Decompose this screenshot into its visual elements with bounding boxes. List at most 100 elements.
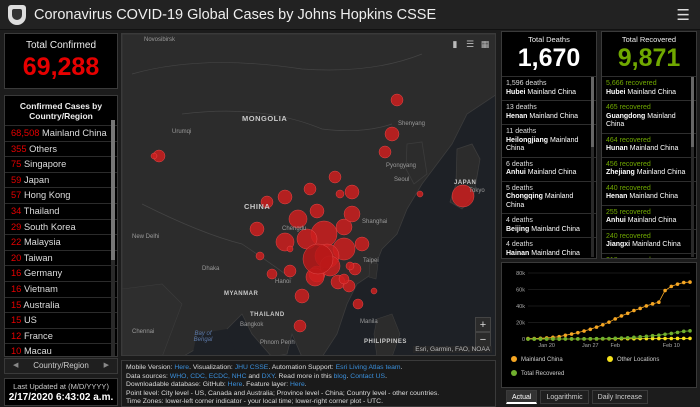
jhu-csse-link[interactable]: JHU CSSE <box>234 364 269 371</box>
case-bubble[interactable] <box>390 93 404 107</box>
dxy-link[interactable]: DXY <box>261 372 275 380</box>
list-icon[interactable]: ☰ <box>465 39 475 49</box>
recovered-list-item[interactable]: 240 recovered Jiangxi Mainland China <box>602 228 696 253</box>
country-list-scrollbar[interactable] <box>111 120 115 356</box>
recovered-list-item[interactable]: 255 recovered Anhui Mainland China <box>602 204 696 229</box>
mobile-version-link[interactable]: Here <box>174 364 190 371</box>
country-list-item[interactable]: 16 Germany <box>5 265 117 281</box>
deaths-list-item[interactable]: 5 deaths Chongqing Mainland China <box>502 180 596 214</box>
recovered-list-item[interactable]: 464 recovered Hunan Mainland China <box>602 132 696 157</box>
prev-arrow-icon[interactable]: ◀ <box>13 362 19 369</box>
recovered-list-scrollbar[interactable] <box>691 77 694 257</box>
case-bubble[interactable] <box>352 298 364 310</box>
case-bubble[interactable] <box>277 189 293 205</box>
data-sources-links[interactable]: WHO, CDC, ECDC, NHC <box>169 372 247 380</box>
case-bubble[interactable] <box>309 203 325 219</box>
case-bubble[interactable] <box>293 319 307 333</box>
deaths-item-place: Heilongjiang Mainland China <box>506 137 578 153</box>
deaths-list-scrollbar[interactable] <box>591 77 594 257</box>
contact-us-link[interactable]: Contact US <box>350 372 386 380</box>
menu-icon[interactable]: ☰ <box>676 7 690 24</box>
scrollbar-thumb[interactable] <box>691 77 694 147</box>
case-bubble[interactable] <box>286 245 294 253</box>
recovered-list-item[interactable]: 440 recovered Henan Mainland China <box>602 180 696 205</box>
case-bubble[interactable] <box>378 145 392 159</box>
case-bubble[interactable] <box>294 288 310 304</box>
case-bubble[interactable] <box>335 189 345 199</box>
case-bubble[interactable] <box>303 182 317 196</box>
case-bubble[interactable] <box>335 218 353 236</box>
deaths-list-item[interactable]: 1,596 deaths Hubei Mainland China <box>502 76 596 100</box>
case-bubble[interactable] <box>370 287 378 295</box>
country-list-item[interactable]: 12 France <box>5 327 117 344</box>
last-updated-label: Last Updated at (M/D/YYYY) <box>13 382 109 391</box>
esri-living-atlas-link[interactable]: Esri Living Atlas team <box>335 364 401 371</box>
country-list-item[interactable]: 355 Others <box>5 140 117 157</box>
case-bubble[interactable] <box>344 184 360 200</box>
case-bubble[interactable] <box>345 261 355 271</box>
country-list-item[interactable]: 15 Australia <box>5 296 117 313</box>
map-view[interactable]: Novosibirsk Urumqi MONGOLIA Shenyang Pyo… <box>121 33 496 356</box>
country-list-item[interactable]: 20 Taiwan <box>5 249 117 266</box>
zoom-out-button[interactable]: − <box>475 332 491 347</box>
github-link[interactable]: Here <box>227 381 243 389</box>
case-bubble[interactable] <box>384 126 400 142</box>
recovered-item-place: Guangdong Mainland China <box>606 113 676 129</box>
tab-logarithmic[interactable]: Logarithmic <box>540 390 589 404</box>
country-list-item[interactable]: 57 Hong Kong <box>5 187 117 203</box>
country-list-item[interactable]: 34 Thailand <box>5 202 117 219</box>
country-name: Germany <box>23 268 63 279</box>
case-bubble[interactable] <box>266 268 278 280</box>
case-bubble[interactable] <box>255 251 265 261</box>
tab-actual[interactable]: Actual <box>506 390 538 404</box>
map-label-chengdu: Chengdu <box>282 226 307 232</box>
deaths-list-item[interactable]: 4 deaths Beijing Mainland China <box>502 213 596 237</box>
bookmark-icon[interactable]: ▮ <box>452 39 458 49</box>
tab-daily-increase[interactable]: Daily Increase <box>591 390 649 404</box>
country-list-item[interactable]: 68,508 Mainland China <box>5 125 117 141</box>
recovered-item-place: Henan Mainland China <box>606 193 678 200</box>
feature-layer-link[interactable]: Here <box>290 381 305 389</box>
zoom-in-button[interactable]: + <box>475 317 491 332</box>
case-bubble[interactable] <box>150 152 158 160</box>
case-bubble[interactable] <box>451 184 475 208</box>
deaths-item-value: 4 deaths <box>506 241 533 248</box>
case-bubble[interactable] <box>416 190 424 198</box>
scrollbar-thumb[interactable] <box>591 77 594 147</box>
recovered-list-item[interactable]: 465 recovered Guangdong Mainland China <box>602 100 696 133</box>
country-list-item[interactable]: 22 Malaysia <box>5 234 117 250</box>
next-arrow-icon[interactable]: ▶ <box>103 362 109 369</box>
case-bubble[interactable] <box>338 273 350 285</box>
recovered-list-item[interactable]: 456 recovered Zhejiang Mainland China <box>602 156 696 181</box>
recovered-list-item[interactable]: 218 recoveredJiangsu Mainland China <box>602 252 696 258</box>
country-list-item[interactable]: 75 Singapore <box>5 156 117 172</box>
country-list: 68,508 Mainland China 355 Others 75 Singap… <box>5 125 117 356</box>
scrollbar-thumb[interactable] <box>111 120 115 260</box>
country-list-item[interactable]: 16 Vietnam <box>5 280 117 297</box>
country-region-selector[interactable]: ◀ Country/Region ▶ <box>4 358 118 374</box>
blog-link[interactable]: blog <box>333 372 347 380</box>
hubei-case-bubble[interactable] <box>302 243 334 275</box>
country-count: 15 <box>11 315 22 326</box>
case-bubble[interactable] <box>288 209 308 229</box>
deaths-list-item[interactable]: 11 deaths Heilongjiang Mainland China <box>502 124 596 157</box>
deaths-list-item[interactable]: 4 deaths Hainan Mainland China <box>502 237 596 258</box>
legend-label: Total Recovered <box>521 371 564 377</box>
recovered-list-item[interactable]: 5,666 recovered Hubei Mainland China <box>602 76 696 100</box>
country-list-item[interactable]: 29 South Korea <box>5 218 117 235</box>
case-bubble[interactable] <box>260 195 274 209</box>
case-bubbles[interactable] <box>150 93 475 333</box>
deaths-list-item[interactable]: 6 deaths Anhui Mainland China <box>502 156 596 181</box>
country-name: Thailand <box>23 205 60 216</box>
case-bubble[interactable] <box>343 205 361 223</box>
mongolia-border-line <box>181 110 393 132</box>
country-list-item[interactable]: 59 Japan <box>5 171 117 188</box>
case-bubble[interactable] <box>249 221 265 237</box>
country-list-item[interactable]: 10 Macau <box>5 343 117 356</box>
case-bubble[interactable] <box>354 236 370 252</box>
grid-icon[interactable]: ▦ <box>480 39 490 49</box>
country-list-item[interactable]: 15 US <box>5 312 117 328</box>
case-bubble[interactable] <box>328 170 342 184</box>
deaths-list-item[interactable]: 13 deaths Henan Mainland China <box>502 100 596 124</box>
case-bubble[interactable] <box>283 264 297 278</box>
